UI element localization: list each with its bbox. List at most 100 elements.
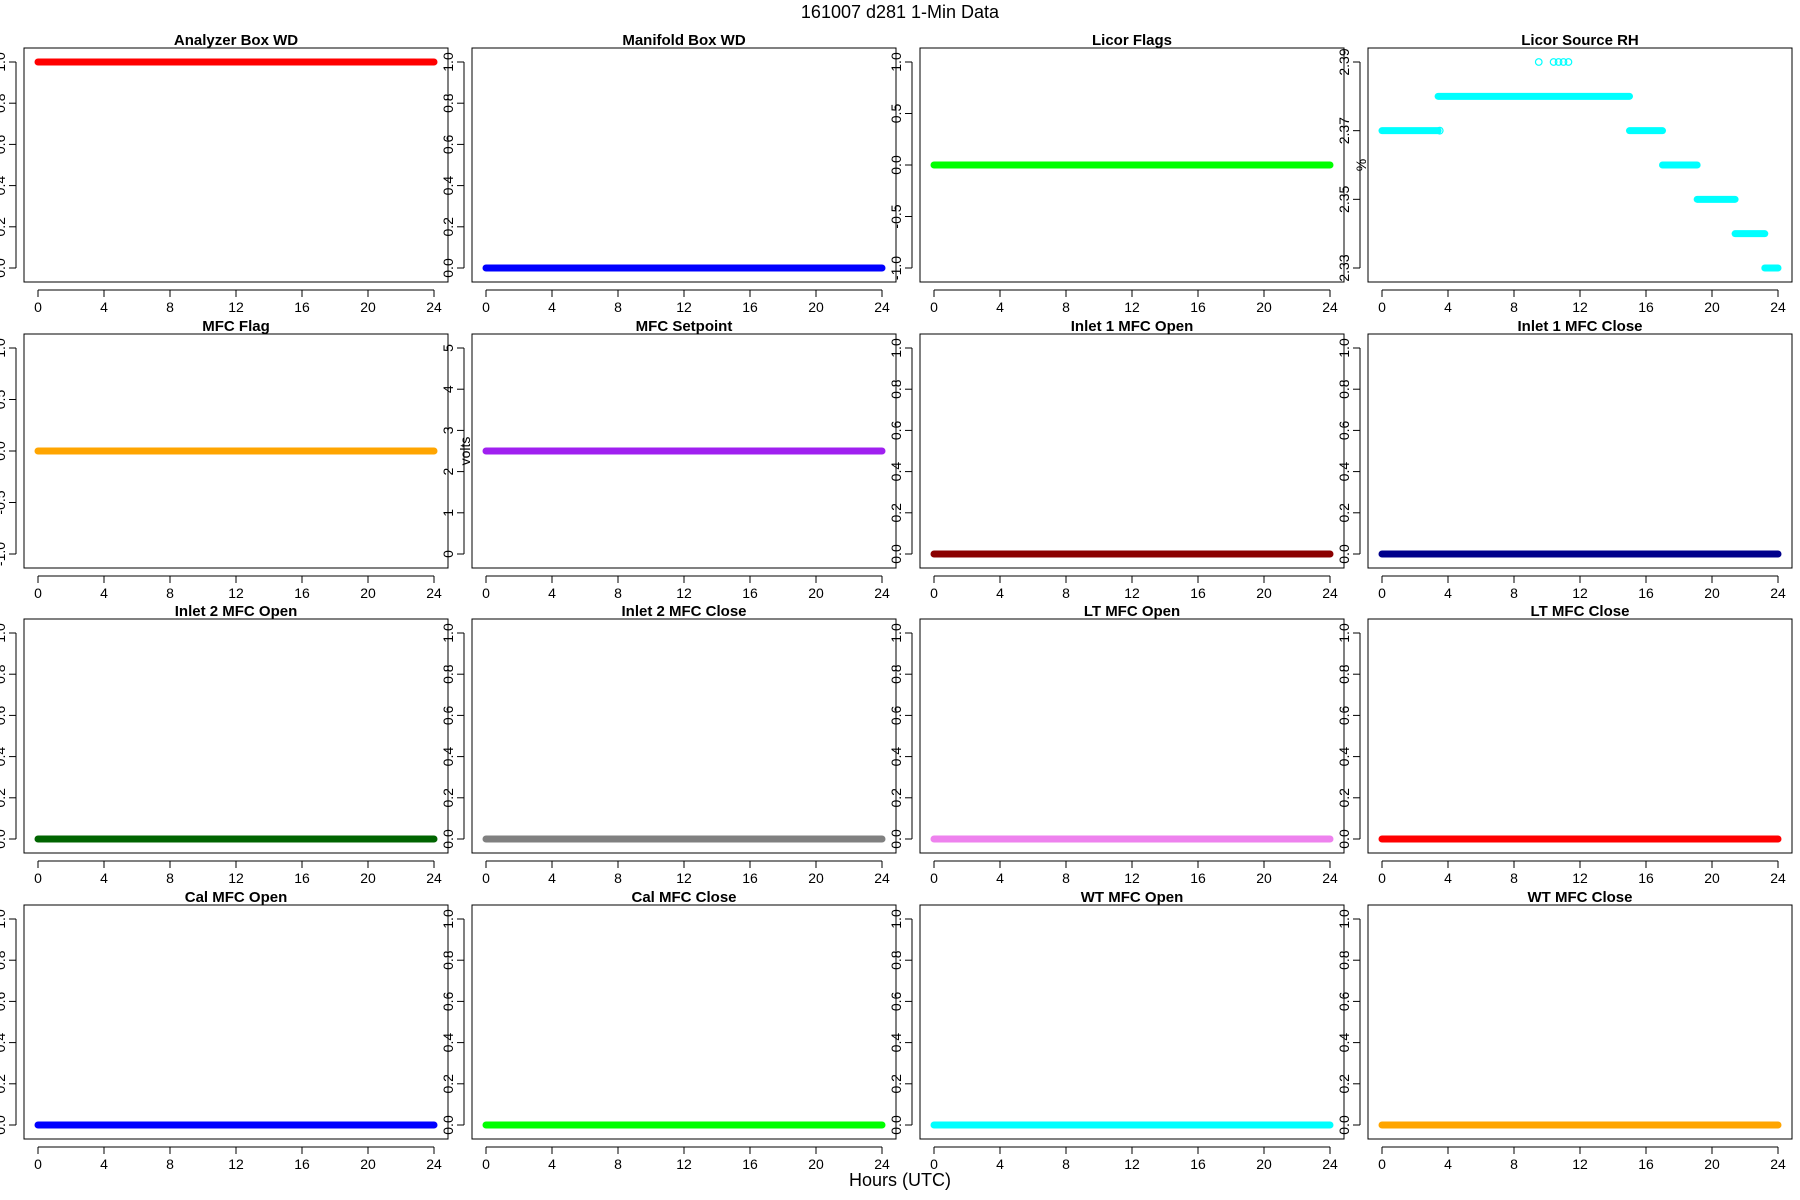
y-tick-label: 0.6 [440, 991, 456, 1011]
y-tick-label: 0.4 [1336, 462, 1352, 482]
plot-frame [471, 904, 897, 1140]
x-tick-label: 20 [808, 870, 824, 886]
x-tick-label: 20 [1704, 585, 1720, 601]
x-tick-label: 16 [1190, 299, 1206, 315]
plot-frame [919, 47, 1345, 283]
y-tick-label: 0.8 [1336, 379, 1352, 399]
y-tick-label: 0.2 [888, 788, 904, 808]
data-point [1534, 58, 1543, 66]
x-tick-label: 24 [1770, 1156, 1786, 1172]
x-tick-label: 12 [1572, 585, 1588, 601]
x-tick-label: 12 [1572, 1156, 1588, 1172]
y-tick-label: 0.2 [440, 217, 456, 237]
x-tick-label: 8 [166, 870, 174, 886]
panel-title: Inlet 1 MFC Close [1517, 318, 1642, 335]
x-tick-label: 20 [1704, 1156, 1720, 1172]
x-tick-label: 20 [1256, 1156, 1272, 1172]
panel-title: Licor Source RH [1521, 32, 1639, 49]
panel-wt-mfc-open: WT MFC Open 0 4 8 12 16 20 24 0.0 0.2 0.4 0.6 0.8 1.0 [888, 889, 1345, 1172]
y-tick-label: 0.2 [1336, 1074, 1352, 1094]
plot-frame [23, 47, 449, 283]
y-tick-label: 0.6 [888, 991, 904, 1011]
panel-title: WT MFC Close [1528, 889, 1633, 906]
x-tick-label: 16 [742, 585, 758, 601]
x-tick-label: 4 [996, 1156, 1004, 1172]
x-tick-label: 8 [614, 870, 622, 886]
x-tick-label: 20 [808, 585, 824, 601]
panel-inlet-2-mfc-open: Inlet 2 MFC Open 0 4 8 12 16 20 24 0.0 0.2 0.4 0.6 0… [0, 603, 449, 886]
x-tick-label: 24 [426, 870, 442, 886]
x-tick-label: 0 [1378, 870, 1386, 886]
y-tick-label: 0.0 [0, 441, 8, 461]
y-tick-label: 4 [440, 385, 456, 393]
panel-mfc-flag: MFC Flag 0 4 8 12 16 20 24 -1.0 -0.5 0.0 0.5 1.0 [0, 318, 449, 601]
y-tick-label: 0.6 [888, 420, 904, 440]
x-tick-label: 12 [1572, 870, 1588, 886]
y-tick-label: 0.6 [1336, 991, 1352, 1011]
x-tick-label: 24 [1322, 870, 1338, 886]
x-tick-label: 8 [1062, 1156, 1070, 1172]
x-tick-label: 4 [996, 585, 1004, 601]
y-tick-label: 0.5 [0, 390, 8, 410]
y-tick-label: 0.2 [440, 1074, 456, 1094]
y-tick-label: 1.0 [1336, 338, 1352, 358]
x-tick-label: 8 [1062, 299, 1070, 315]
panel-title: Inlet 2 MFC Close [621, 603, 746, 620]
y-tick-label: 0.2 [888, 1074, 904, 1094]
x-tick-label: 12 [1572, 299, 1588, 315]
x-tick-label: 8 [166, 585, 174, 601]
y-tick-label: -0.5 [888, 204, 904, 228]
y-tick-label: 0.0 [888, 155, 904, 175]
y-tick-label: -0.5 [0, 490, 8, 514]
x-tick-label: 12 [1124, 1156, 1140, 1172]
panel-lt-mfc-close: LT MFC Close 0 4 8 12 16 20 24 0.0 0.2 0.4 0.6 0.8 1.… [1336, 603, 1793, 886]
x-tick-label: 0 [34, 585, 42, 601]
y-tick-label: 1.0 [0, 338, 8, 358]
x-tick-label: 0 [1378, 585, 1386, 601]
x-tick-label: 4 [1444, 585, 1452, 601]
y-tick-label: 0.2 [440, 788, 456, 808]
plot-frame [1367, 618, 1793, 854]
x-tick-label: 8 [1510, 1156, 1518, 1172]
plot-frame [919, 904, 1345, 1140]
y-tick-label: 0.6 [1336, 420, 1352, 440]
x-tick-label: 12 [1124, 585, 1140, 601]
plot-frame [919, 333, 1345, 569]
y-tick-label: 0.0 [440, 829, 456, 849]
y-tick-label: 0.2 [1336, 503, 1352, 523]
x-tick-label: 24 [1322, 585, 1338, 601]
y-tick-label: 0.2 [888, 503, 904, 523]
panel-grid: Analyzer Box WD0 4 8 12 16 20 240.00.20.40.60.… [0, 32, 1793, 1172]
x-tick-label: 16 [742, 870, 758, 886]
x-tick-label: 20 [1256, 870, 1272, 886]
plot-frame [23, 333, 449, 569]
y-tick-label: 0.5 [888, 104, 904, 124]
y-tick-label: 0.8 [888, 950, 904, 970]
x-tick-label: 16 [1638, 1156, 1654, 1172]
x-tick-label: 24 [874, 299, 890, 315]
x-tick-label: 8 [1510, 870, 1518, 886]
panel-inlet-1-mfc-open: Inlet 1 MFC Open 0 4 8 12 16 20 24 0.0 0.2 0.4 0.6 0… [888, 318, 1345, 601]
plot-frame [471, 618, 897, 854]
x-tick-label: 24 [1770, 299, 1786, 315]
x-tick-label: 0 [1378, 1156, 1386, 1172]
y-tick-label: 0.4 [888, 462, 904, 482]
x-tick-label: 4 [1444, 870, 1452, 886]
x-tick-label: 20 [360, 585, 376, 601]
y-tick-label: 0.0 [0, 258, 8, 278]
x-tick-label: 0 [482, 870, 490, 886]
x-tick-label: 24 [874, 1156, 890, 1172]
y-tick-label: 1 [440, 509, 456, 517]
panel-title: WT MFC Open [1081, 889, 1183, 906]
y-tick-label: 0.2 [0, 788, 8, 808]
data-point [1559, 58, 1568, 66]
x-tick-label: 4 [1444, 299, 1452, 315]
x-tick-label: 4 [100, 585, 108, 601]
x-tick-label: 4 [100, 1156, 108, 1172]
y-tick-label: 1.0 [0, 52, 8, 72]
panel-analyzer-box-wd: Analyzer Box WD 0 4 8 12 16 20 24 0.0 0.2 0.4 0.6 0.… [0, 32, 449, 315]
y-tick-label: 0.4 [0, 1033, 8, 1053]
y-tick-label: 1.0 [0, 909, 8, 929]
x-tick-label: 0 [930, 1156, 938, 1172]
